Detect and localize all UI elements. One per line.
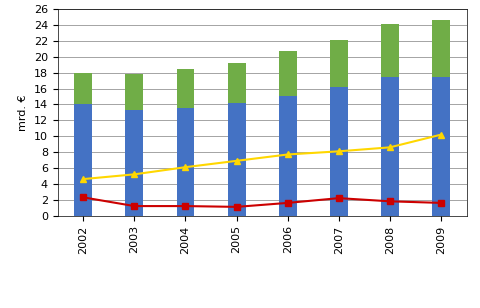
- Bar: [74, 73, 92, 104]
- Bar: [227, 103, 245, 216]
- Bar: [125, 110, 143, 216]
- Bar: [176, 108, 194, 216]
- Y-axis label: mrd. €: mrd. €: [18, 94, 28, 131]
- Bar: [278, 51, 296, 96]
- Bar: [74, 104, 92, 216]
- Bar: [431, 77, 449, 216]
- Bar: [278, 96, 296, 216]
- Bar: [329, 87, 347, 216]
- Bar: [125, 74, 143, 110]
- Bar: [227, 63, 245, 103]
- Bar: [380, 24, 398, 78]
- Bar: [176, 69, 194, 108]
- Bar: [380, 78, 398, 216]
- Bar: [329, 40, 347, 87]
- Bar: [431, 19, 449, 77]
